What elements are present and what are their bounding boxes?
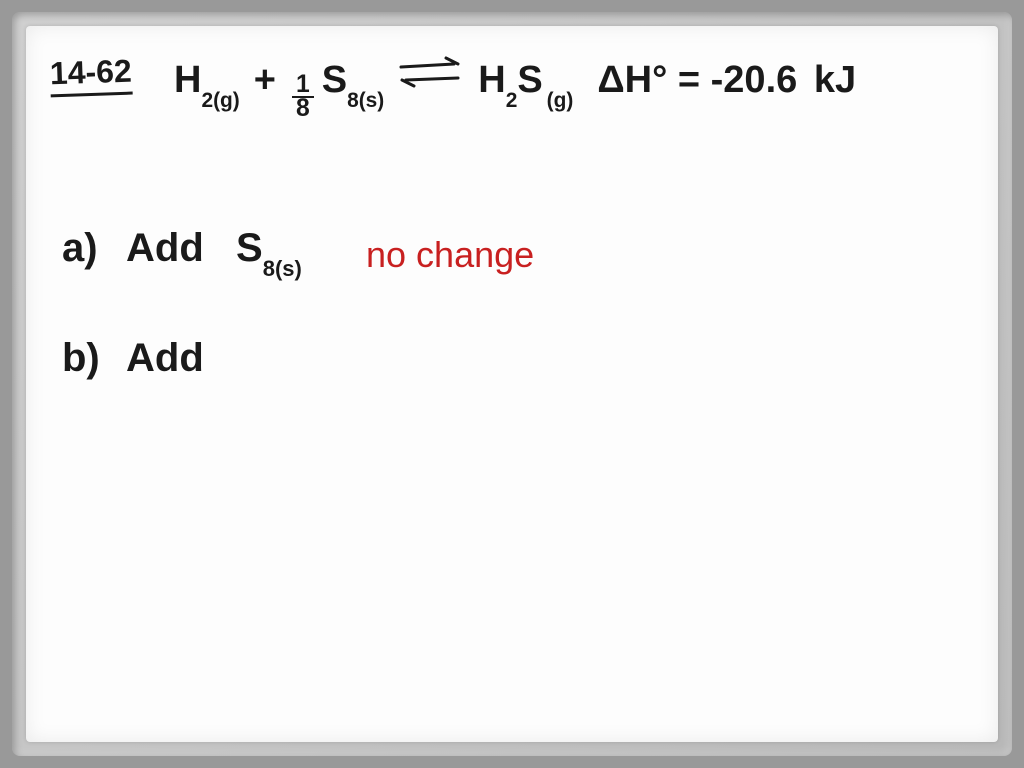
part-a-label: a) — [62, 226, 98, 271]
part-b-label: b) — [62, 336, 100, 381]
reactant2: S8(s) — [322, 59, 385, 107]
part-a-verb: Add — [126, 226, 204, 271]
product-phase: (g) — [547, 89, 574, 112]
product-base2: S — [517, 59, 542, 101]
part-a-species-phase: (s) — [275, 256, 302, 281]
equilibrium-arrow-icon — [396, 52, 466, 92]
part-a-species-sub: 8 — [263, 256, 275, 281]
equation: H2(g) + 1 8 S8(s) H2S(g) ΔH° = — [174, 52, 856, 120]
part-a-species: S8(s) — [236, 226, 302, 276]
delta-h: ΔH° = -20.6 kJ — [597, 59, 856, 102]
part-a-answer: no change — [366, 234, 534, 276]
reactant1-phase: (g) — [213, 89, 240, 112]
reactant1: H2(g) — [174, 59, 240, 107]
plus-sign: + — [254, 59, 276, 102]
problem-number: 14-62 — [49, 53, 132, 98]
frac-den: 8 — [292, 98, 314, 120]
delta-h-symbol: ΔH° — [597, 59, 667, 101]
part-a-species-base: S — [236, 226, 263, 270]
delta-h-value: -20.6 — [711, 59, 798, 101]
product-base1: H — [478, 59, 505, 101]
reactant1-sub: 2 — [201, 89, 213, 112]
reactant2-phase: (s) — [359, 89, 385, 112]
reactant1-base: H — [174, 59, 201, 101]
reactant2-base: S — [322, 59, 347, 101]
product-sub: 2 — [506, 89, 518, 112]
part-b-verb: Add — [126, 336, 204, 381]
whiteboard-surface: 14-62 H2(g) + 1 8 S8(s) H2S(g) — [26, 26, 998, 742]
reactant2-sub: 8 — [347, 89, 359, 112]
delta-h-equals: = — [678, 59, 700, 101]
whiteboard-frame: 14-62 H2(g) + 1 8 S8(s) H2S(g) — [12, 12, 1012, 756]
coefficient-fraction: 1 8 — [292, 74, 314, 120]
delta-h-unit: kJ — [814, 59, 856, 101]
product: H2S(g) — [478, 59, 573, 107]
